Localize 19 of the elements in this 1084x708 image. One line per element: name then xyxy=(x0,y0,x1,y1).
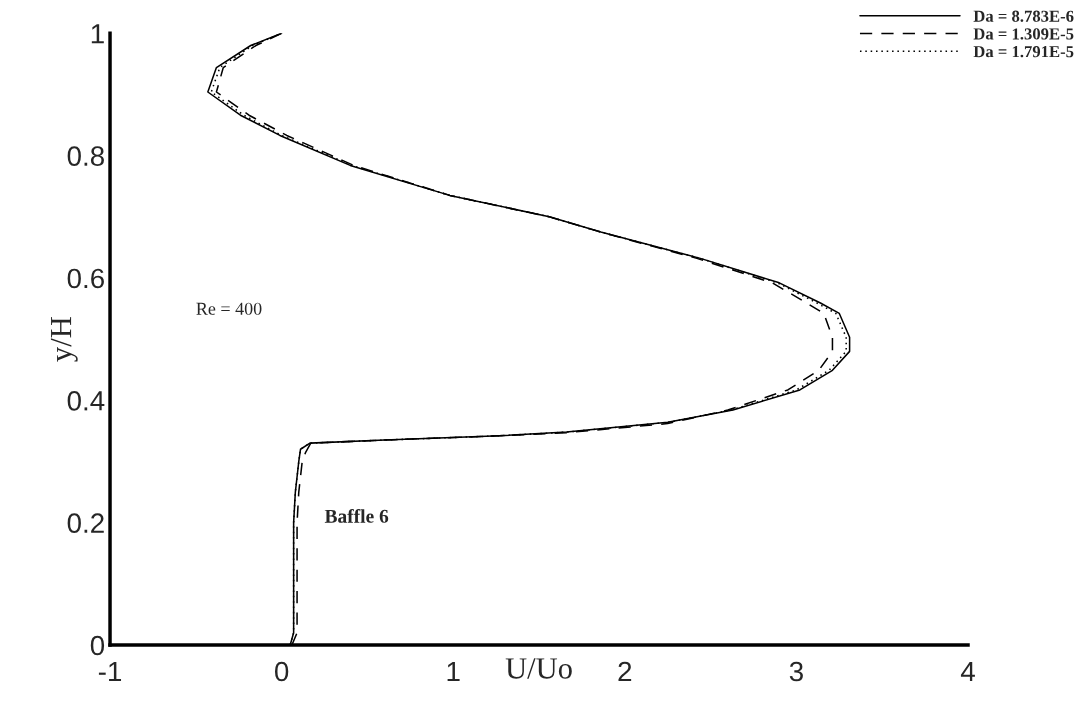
text: Da = 8.783E-6 xyxy=(973,10,1074,22)
x-tick-label: 4 xyxy=(960,661,975,682)
x-axis-title: U/Uo xyxy=(505,658,572,679)
x-tick-label: -1 xyxy=(98,661,122,682)
y-tick-label: 0.4 xyxy=(67,390,105,411)
x-tick-label: 3 xyxy=(789,661,803,682)
x-tick-label: 0 xyxy=(274,661,289,682)
y-axis-title: y/H xyxy=(50,317,78,362)
y-tick-label: 0.6 xyxy=(67,268,104,289)
y-tick-label: 0.2 xyxy=(67,513,104,533)
text: Da = 1.309E-5 xyxy=(973,28,1074,40)
text: Da = 1.791E-5 xyxy=(973,46,1074,58)
y-tick-label: 0 xyxy=(90,635,105,656)
y-tick-label: 0.8 xyxy=(67,146,104,166)
annotation: Baffle 6 xyxy=(324,508,389,523)
x-tick-label: 1 xyxy=(447,661,460,682)
x-tick-label: 2 xyxy=(618,661,632,682)
annotation: Re = 400 xyxy=(196,302,262,315)
y-tick-label: 1 xyxy=(91,24,104,44)
